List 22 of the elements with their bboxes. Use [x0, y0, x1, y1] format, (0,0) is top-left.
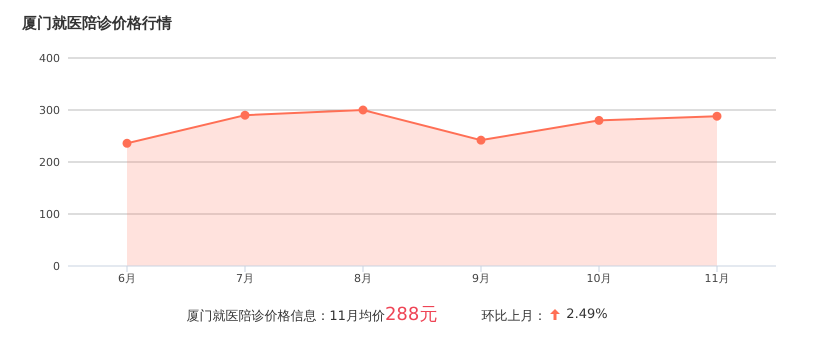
- x-tick-label: 8月: [354, 272, 372, 285]
- x-tick-label: 7月: [236, 272, 254, 285]
- y-tick-label: 300: [39, 104, 60, 117]
- y-tick-label: 200: [39, 156, 60, 169]
- x-tick-label: 10月: [586, 272, 612, 285]
- text: 环比上月：: [481, 308, 546, 325]
- point: [358, 106, 368, 114]
- point: [712, 112, 722, 121]
- text: 2.49%: [566, 307, 608, 322]
- x-tick-label: 9月: [472, 272, 490, 285]
- point: [240, 110, 250, 120]
- point: [594, 116, 604, 125]
- y-tick-label: 400: [39, 52, 60, 65]
- y-tick-label: 100: [39, 208, 60, 221]
- x-tick-label: 11月: [704, 272, 730, 285]
- point: [476, 136, 486, 145]
- text: 288元: [384, 303, 438, 326]
- x-tick-label: 6月: [118, 272, 136, 285]
- text: 厦门就医陪诊价格信息：11月均价: [186, 308, 385, 325]
- y-tick-label: 0: [53, 260, 60, 273]
- chart-title: 厦门就医陪诊价格行情: [20, 13, 173, 34]
- point: [122, 138, 132, 148]
